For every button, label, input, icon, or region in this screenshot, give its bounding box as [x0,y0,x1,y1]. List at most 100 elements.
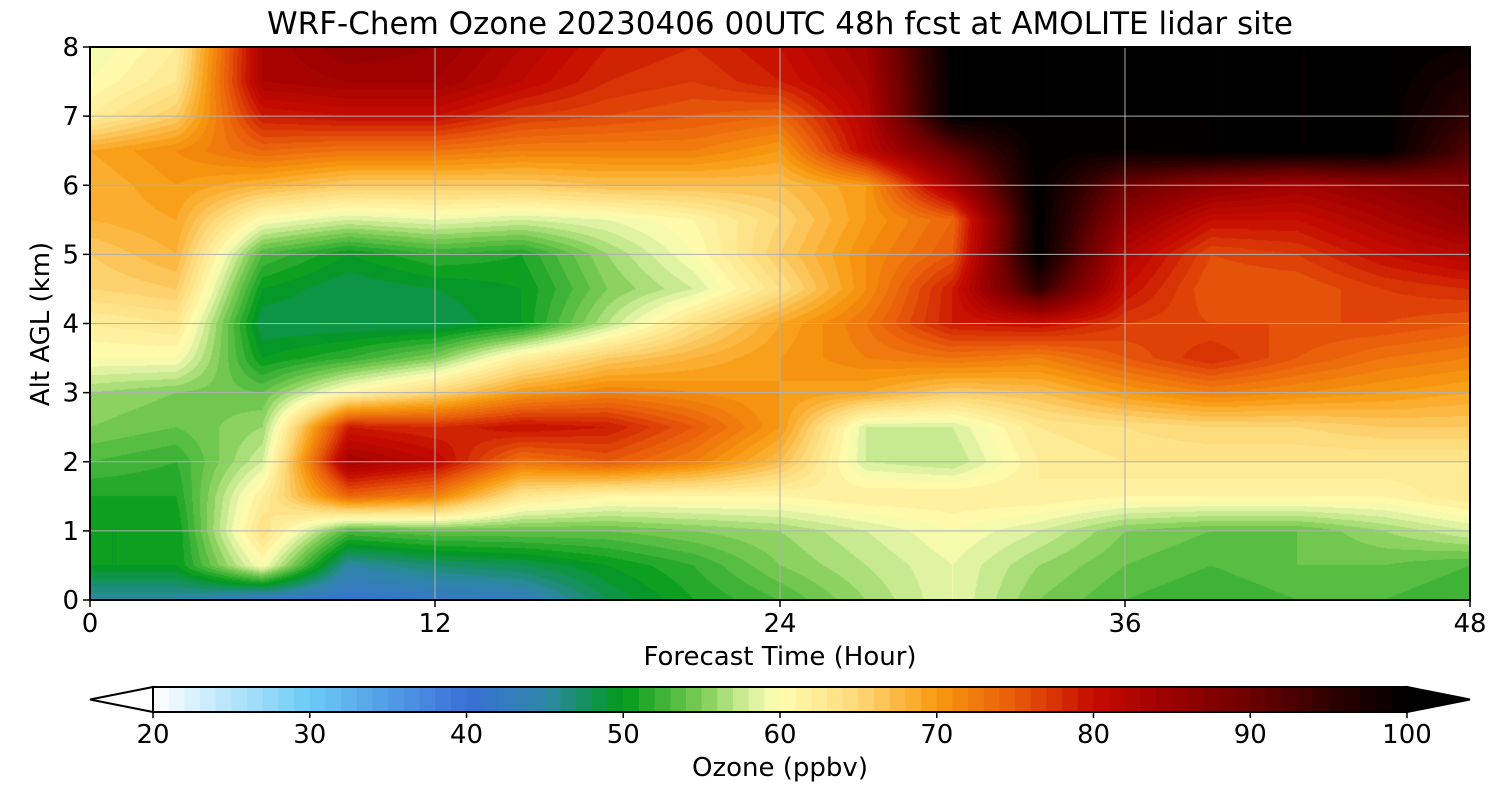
colorbar-bin [748,687,765,712]
colorbar-bin [419,687,436,712]
colorbar-bin [858,687,875,712]
colorbar-bin [638,687,656,712]
y-axis-ticks: 0 1 2 3 4 5 6 7 8 [62,33,90,616]
colorbar-tick-label: 70 [920,720,953,750]
colorbar-bin [607,687,624,712]
colorbar-bin [278,687,295,712]
colorbar-bin [1187,687,1204,712]
x-tick-label: 48 [1453,609,1486,639]
y-tick-label: 3 [62,379,79,409]
colorbar-bin [1218,687,1236,712]
colorbar-under-triangle [89,685,154,714]
colorbar-bin [685,687,703,712]
y-tick-label: 5 [62,240,79,270]
colorbar-bin [874,687,891,712]
y-tick-label: 7 [62,102,79,132]
grid-lines [90,47,1470,600]
colorbar-bin [513,687,530,712]
y-tick-label: 2 [62,448,79,478]
colorbar-bin [544,687,562,712]
colorbar-bin [1046,687,1063,712]
x-tick-label: 36 [1108,609,1141,639]
colorbar-bin [576,687,593,712]
colorbar-bin [403,687,421,712]
colorbar-bin [309,687,327,712]
colorbar-bin [1312,687,1330,712]
x-axis-label: Forecast Time (Hour) [643,642,916,672]
colorbar-bin [482,687,499,712]
colorbar-bin [1391,687,1408,712]
colorbar-bin [388,687,405,712]
colorbar-bin [905,687,922,712]
colorbar-tick-label: 30 [293,720,326,750]
colorbar-bin [200,687,217,712]
colorbar: 20 30 40 50 60 70 80 90 100 Ozone (ppbv) [89,685,1471,783]
colorbar-bins [153,687,1408,712]
colorbar-bin [1375,687,1392,712]
chart-title: WRF-Chem Ozone 20230406 00UTC 48h fcst a… [267,6,1293,42]
y-tick-label: 6 [62,171,79,201]
colorbar-bin [999,687,1016,712]
colorbar-bin [811,687,828,712]
colorbar-bin [842,687,859,712]
colorbar-bin [1359,687,1377,712]
colorbar-tick-label: 90 [1234,720,1267,750]
colorbar-bin [591,687,609,712]
x-axis-ticks: 0 12 24 36 48 [82,600,1487,639]
colorbar-bin [153,687,170,712]
colorbar-bin [1077,687,1095,712]
colorbar-bin [623,687,640,712]
colorbar-bin [1030,687,1048,712]
colorbar-bin [1328,687,1345,712]
x-tick-label: 12 [418,609,451,639]
colorbar-tick-label: 100 [1382,720,1432,750]
colorbar-bin [1140,687,1157,712]
colorbar-bin [529,687,546,712]
colorbar-bin [1156,687,1173,712]
colorbar-tick-label: 80 [1077,720,1110,750]
colorbar-over-triangle [1406,685,1471,714]
colorbar-bin [168,687,185,712]
colorbar-bin [701,687,718,712]
colorbar-bin [1344,687,1361,712]
x-tick-label: 24 [763,609,796,639]
colorbar-bin [732,687,750,712]
colorbar-tick-label: 60 [763,720,796,750]
colorbar-bin [231,687,248,712]
y-tick-label: 8 [62,33,79,63]
colorbar-bin [889,687,907,712]
colorbar-bin [435,687,452,712]
colorbar-bin [560,687,577,712]
colorbar-label: Ozone (ppbv) [692,753,868,783]
colorbar-bin [1015,687,1032,712]
colorbar-bin [372,687,389,712]
colorbar-bin [1124,687,1142,712]
colorbar-bin [670,687,687,712]
colorbar-bin [341,687,358,712]
colorbar-bin [1109,687,1126,712]
colorbar-bin [466,687,483,712]
colorbar-tick-label: 40 [450,720,483,750]
colorbar-bin [1281,687,1298,712]
colorbar-bin [795,687,812,712]
colorbar-bin [654,687,671,712]
colorbar-bin [936,687,954,712]
colorbar-bin [325,687,342,712]
colorbar-bin [1250,687,1267,712]
colorbar-bin [764,687,781,712]
colorbar-bin [1171,687,1189,712]
colorbar-bin [780,687,797,712]
y-tick-label: 4 [62,310,79,340]
y-tick-label: 0 [62,586,79,616]
colorbar-bin [215,687,232,712]
colorbar-tick-label: 50 [607,720,640,750]
colorbar-bin [1093,687,1110,712]
colorbar-bin [968,687,985,712]
colorbar-bin [717,687,734,712]
colorbar-bin [450,687,468,712]
colorbar-bin [356,687,374,712]
colorbar-bin [983,687,1001,712]
y-tick-label: 1 [62,517,79,547]
